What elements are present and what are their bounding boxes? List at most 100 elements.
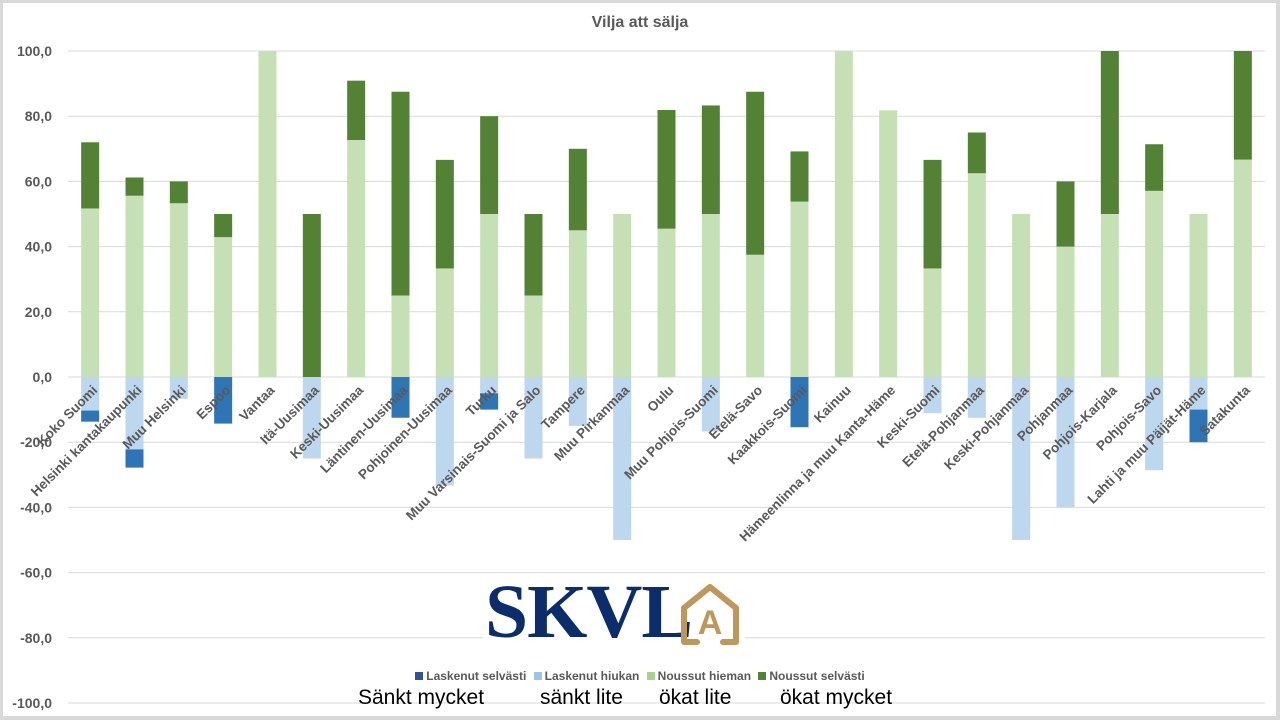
logo-badge-letter: A xyxy=(698,604,723,642)
bar-segment xyxy=(1056,377,1075,508)
legend-label: Laskenut hiukan xyxy=(544,669,640,683)
bar-segment xyxy=(480,214,499,377)
bar-segment xyxy=(1189,409,1208,443)
bar-segment xyxy=(1145,190,1164,377)
bar-segment xyxy=(214,214,233,238)
bar-segment xyxy=(81,208,100,377)
bar-segment xyxy=(302,214,321,377)
bar-segment xyxy=(1145,377,1164,471)
bar-segment xyxy=(524,214,543,296)
bar-segment xyxy=(1233,51,1252,160)
bar-segment xyxy=(81,377,100,411)
bar-segment xyxy=(1012,377,1031,540)
category-label: Kainuu xyxy=(811,383,854,426)
bar-segment xyxy=(391,377,410,418)
y-tick-label: -40,0 xyxy=(20,499,52,515)
category-label: Hämeenlinna ja muu Kanta-Häme xyxy=(736,382,898,544)
bar-segment xyxy=(347,139,366,377)
skvl-logo: SKVL A xyxy=(483,572,745,652)
bar-segment xyxy=(125,449,144,468)
bar-segment xyxy=(1100,214,1119,377)
legend-swatch xyxy=(533,672,542,680)
legend-swatch xyxy=(415,672,424,680)
chart-legend: Laskenut selvästi Laskenut hiukan Noussu… xyxy=(0,669,1280,683)
bar-segment xyxy=(1056,246,1075,377)
bar-segment xyxy=(613,214,632,377)
bar-segment xyxy=(435,159,454,269)
annotation-sankt-lite: sänkt lite xyxy=(540,686,623,709)
bar-segment xyxy=(790,377,809,428)
y-tick-label: 40,0 xyxy=(25,239,52,255)
legend-label: Noussut selvästi xyxy=(769,669,865,683)
y-axis-tick-labels: 100,0 80,0 60,0 40,0 20,0 0,0 -20,0 -40,0 -60,0 -… xyxy=(12,43,52,711)
bar-segment xyxy=(879,110,898,377)
y-tick-label: 60,0 xyxy=(25,173,52,189)
chart-title: Vilja att sälja xyxy=(592,14,689,31)
bar-segment xyxy=(967,132,986,174)
bar-segment xyxy=(1145,144,1164,191)
y-tick-label: 100,0 xyxy=(17,43,52,59)
y-tick-label: -20,0 xyxy=(20,434,52,450)
legend-swatch xyxy=(758,672,767,680)
bar-segment xyxy=(1100,51,1119,214)
house-badge-icon: A xyxy=(681,584,739,645)
bar-segment xyxy=(1056,181,1075,247)
bar-segment xyxy=(480,377,499,394)
category-label: Etelä-Pohjanmaa xyxy=(899,382,987,470)
bar-segment xyxy=(834,51,853,377)
bar-segment xyxy=(790,201,809,377)
bar-segment xyxy=(657,228,676,377)
bar-segment xyxy=(657,110,676,229)
bar-segment xyxy=(435,377,454,486)
bar-segment xyxy=(169,181,188,204)
bar-segment xyxy=(391,295,410,377)
logo-text: SKVL xyxy=(485,570,693,654)
bar-segment xyxy=(391,91,410,296)
bar-segment xyxy=(524,295,543,377)
bar-segment xyxy=(169,203,188,377)
bar-segment xyxy=(302,377,321,459)
bar-segment xyxy=(967,377,986,418)
bar-segment xyxy=(1233,159,1252,377)
y-tick-label: 20,0 xyxy=(25,304,52,320)
annotation-okat-lite: ökat lite xyxy=(659,686,732,709)
bar-segment xyxy=(125,195,144,377)
legend-item-laskenut-selvasti: Laskenut selvästi xyxy=(415,669,526,683)
bar-segment xyxy=(214,377,233,424)
bar-segment xyxy=(923,159,942,269)
bar-segment xyxy=(701,105,720,214)
bar-segment xyxy=(1189,214,1208,377)
bar-segment xyxy=(125,177,144,196)
legend-item-noussut-hieman: Noussut hieman xyxy=(646,669,751,683)
bar-segment xyxy=(81,142,100,209)
annotation-sankt-mycket: Sänkt mycket xyxy=(358,686,485,709)
category-label: Vantaa xyxy=(236,382,278,424)
annotation-okat-mycket: ökat mycket xyxy=(780,686,893,709)
bar-segment xyxy=(568,230,587,377)
bar-segment xyxy=(790,151,809,202)
legend-swatch xyxy=(646,672,655,680)
category-label: Oulu xyxy=(644,383,676,415)
bar-segment xyxy=(480,116,499,214)
legend-item-laskenut-hiukan: Laskenut hiukan xyxy=(533,669,640,683)
bar-segment xyxy=(967,173,986,377)
bar-segment xyxy=(701,377,720,432)
y-tick-label: -60,0 xyxy=(20,565,52,581)
bar-segment xyxy=(613,377,632,540)
bar-segment xyxy=(746,254,765,377)
bar-segment xyxy=(258,51,277,377)
bar-segment xyxy=(568,148,587,231)
bar-segment xyxy=(1189,377,1208,410)
bar-segment xyxy=(347,80,366,140)
bar-segment xyxy=(169,377,188,399)
y-tick-label: -80,0 xyxy=(20,630,52,646)
bar-segment xyxy=(923,268,942,377)
bar-segment xyxy=(1012,214,1031,377)
y-tick-label: -100,0 xyxy=(12,695,52,711)
bar-segment xyxy=(125,377,144,450)
bar-segment xyxy=(568,377,587,426)
bar-segment xyxy=(435,268,454,377)
bars xyxy=(81,51,1252,540)
y-tick-label: 80,0 xyxy=(25,108,52,124)
